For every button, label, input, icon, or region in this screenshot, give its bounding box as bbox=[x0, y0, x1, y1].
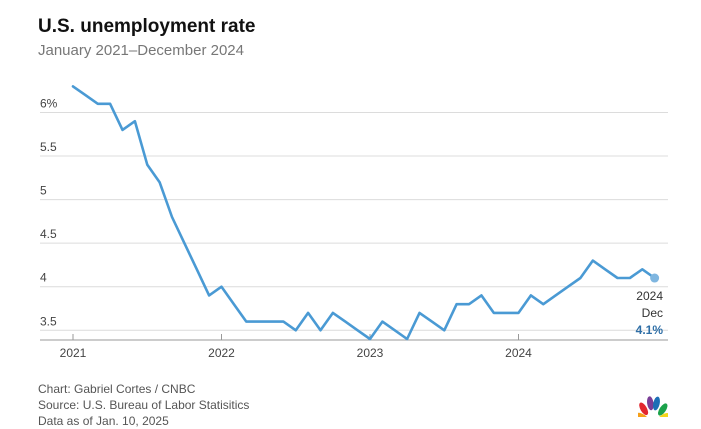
end-label-month: Dec bbox=[642, 306, 663, 320]
x-tick-label: 2023 bbox=[357, 346, 384, 360]
nbc-peacock-logo bbox=[638, 396, 668, 417]
credit-author: Chart: Gabriel Cortes / CNBC bbox=[38, 382, 196, 396]
y-tick-label: 4.5 bbox=[40, 227, 57, 241]
end-label-value: 4.1% bbox=[636, 323, 664, 337]
end-point-marker bbox=[650, 273, 660, 283]
y-tick-label: 6% bbox=[40, 96, 58, 110]
x-tick-label: 2024 bbox=[505, 346, 532, 360]
y-tick-label: 5.5 bbox=[40, 140, 57, 154]
unemployment-series-line bbox=[71, 85, 656, 341]
chart-subtitle: January 2021–December 2024 bbox=[38, 42, 244, 59]
chart-title: U.S. unemployment rate bbox=[38, 16, 256, 37]
chart-credits: Chart: Gabriel Cortes / CNBC Source: U.S… bbox=[38, 381, 249, 429]
y-tick-label: 4 bbox=[40, 271, 47, 285]
y-tick-label: 3.5 bbox=[40, 314, 57, 328]
x-tick-label: 2021 bbox=[60, 346, 87, 360]
line-chart: 6%5.554.543.5 2021 2022 2023 2024 2024 Dec … bbox=[40, 85, 668, 360]
x-tick-label: 2022 bbox=[208, 346, 235, 360]
credit-date: Data as of Jan. 10, 2025 bbox=[38, 414, 169, 428]
end-label-year: 2024 bbox=[636, 289, 663, 303]
y-tick-label: 5 bbox=[40, 184, 47, 198]
credit-source: Source: U.S. Bureau of Labor Statisitics bbox=[38, 398, 250, 412]
